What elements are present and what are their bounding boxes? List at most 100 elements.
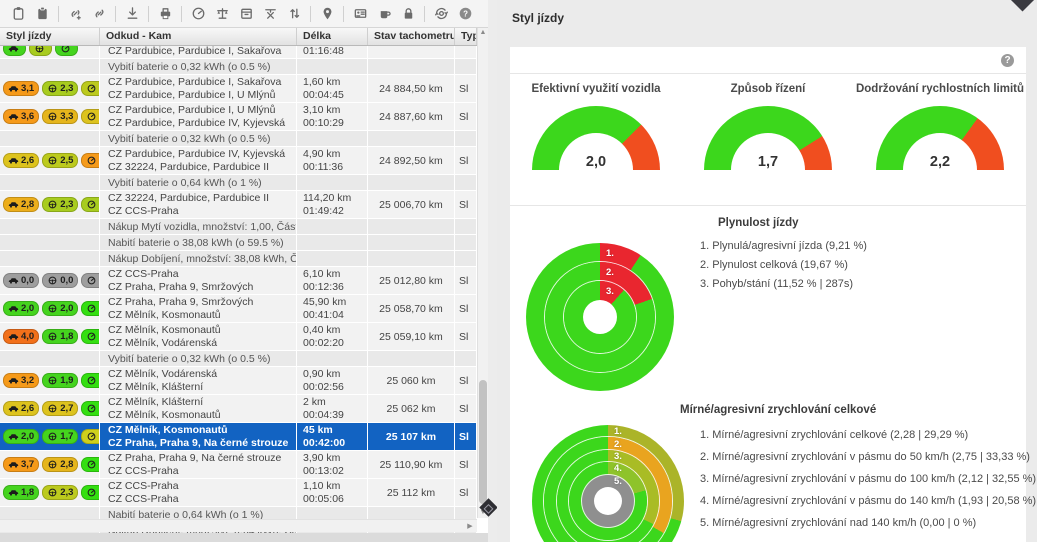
legend-item: 4. Mírné/agresivní zrychlování v pásmu d… bbox=[700, 490, 1036, 512]
event-row[interactable]: Vybití baterie o 0,32 kWh (o 0.5 %) bbox=[0, 351, 477, 367]
speedometer-score-badge: 1,0 bbox=[81, 457, 100, 472]
steering-wheel-score-badge: 2,3 bbox=[42, 197, 78, 212]
driving-style-card: ? Efektivní využití vozidla2,0Způsob říz… bbox=[510, 47, 1026, 542]
column-header-5[interactable]: Typ bbox=[455, 28, 477, 45]
legend-item: 2. Plynulost celková (19,67 %) bbox=[700, 256, 867, 275]
trip-row[interactable]: 3,12,32,4CZ Pardubice, Pardubice I, Saka… bbox=[0, 75, 477, 103]
vertical-scroll-thumb[interactable] bbox=[479, 380, 487, 504]
trips-table: Styl jízdyOdkud - KamDélkaStav tachometr… bbox=[0, 28, 477, 542]
print-toolbar-icon[interactable] bbox=[154, 3, 176, 25]
event-text: Nákup Dobíjení, množství: 38,08 kWh, Čás… bbox=[108, 252, 296, 266]
donut-hole bbox=[594, 487, 622, 515]
copy-toolbar-icon[interactable] bbox=[7, 3, 29, 25]
archive-toolbar-icon[interactable] bbox=[235, 3, 257, 25]
speedometer-toolbar-icon[interactable] bbox=[187, 3, 209, 25]
ring-label: 1. bbox=[606, 248, 614, 259]
style-badges-cell: 2,02,01,0 bbox=[0, 295, 100, 322]
legend-item: 3. Pohyb/stání (11,52 % | 287s) bbox=[700, 275, 867, 294]
event-text: Vybití baterie o 0,64 kWh (o 1 %) bbox=[108, 176, 296, 190]
event-row[interactable]: Vybití baterie o 0,32 kWh (o 0.5 %) bbox=[0, 59, 477, 75]
driving-style-panel: Styl jízdy ? Efektivní využití vozidla2,… bbox=[497, 0, 1037, 542]
sort-arrows-toolbar-icon[interactable] bbox=[283, 3, 305, 25]
type-cell bbox=[455, 235, 477, 250]
car-score-badge: 2,6 bbox=[3, 401, 39, 416]
event-row[interactable]: Nabití baterie o 38,08 kWh (o 59.5 %) bbox=[0, 235, 477, 251]
event-row[interactable]: Nákup Mytí vozidla, množství: 1,00, Část… bbox=[0, 219, 477, 235]
trip-row[interactable]: 0,00,00,0CZ CCS-PrahaCZ Praha, Praha 9, … bbox=[0, 267, 477, 295]
style-badges-cell bbox=[0, 59, 100, 74]
type-cell bbox=[455, 351, 477, 366]
mug-toolbar-icon[interactable] bbox=[373, 3, 395, 25]
link-toolbar-icon[interactable] bbox=[88, 3, 110, 25]
help-toolbar-icon[interactable]: ? bbox=[454, 3, 476, 25]
event-row[interactable]: Vybití baterie o 0,32 kWh (o 0.5 %) bbox=[0, 131, 477, 147]
length-cell: 45 km00:42:00 bbox=[297, 423, 368, 450]
trip-row[interactable]: 3,72,81,0CZ Praha, Praha 9, Na černé str… bbox=[0, 451, 477, 479]
hoist-toolbar-icon[interactable] bbox=[259, 3, 281, 25]
lock-toolbar-icon[interactable] bbox=[397, 3, 419, 25]
table-body: CZ Pardubice, Pardubice I, Sakařova01:16… bbox=[0, 46, 477, 542]
column-header-4[interactable]: Stav tachometru bbox=[368, 28, 455, 45]
car-score-badge: 3,2 bbox=[3, 373, 39, 388]
length-cell bbox=[297, 251, 368, 266]
trip-row[interactable]: 4,01,81,0CZ Mělník, KosmonautůCZ Mělník,… bbox=[0, 323, 477, 351]
link-add-toolbar-icon[interactable] bbox=[64, 3, 86, 25]
download-toolbar-icon[interactable] bbox=[121, 3, 143, 25]
odometer-cell bbox=[368, 219, 455, 234]
trip-row[interactable]: 3,21,91,0CZ Mělník, VodárenskáCZ Mělník,… bbox=[0, 367, 477, 395]
length-cell: 3,10 km00:10:29 bbox=[297, 103, 368, 130]
event-row[interactable]: Nákup Dobíjení, množství: 38,08 kWh, Čás… bbox=[0, 251, 477, 267]
length-cell bbox=[297, 175, 368, 190]
scroll-up-icon[interactable]: ▲ bbox=[478, 29, 488, 37]
column-header-3[interactable]: Délka bbox=[297, 28, 368, 45]
gauge-arc: 2,0 bbox=[532, 106, 660, 170]
length-cell bbox=[297, 131, 368, 146]
style-badges-cell: 2,01,72,2 bbox=[0, 423, 100, 450]
scroll-right-icon[interactable]: ▶ bbox=[465, 523, 475, 531]
route-cell: Vybití baterie o 0,32 kWh (o 0.5 %) bbox=[100, 131, 297, 146]
odometer-cell bbox=[368, 251, 455, 266]
smoothness-donut-chart: 1.2.3. bbox=[526, 243, 674, 391]
id-card-toolbar-icon[interactable] bbox=[349, 3, 371, 25]
speedometer-score-badge: 1,0 bbox=[81, 301, 100, 316]
column-header-1[interactable]: Styl jízdy bbox=[0, 28, 100, 45]
pane-splitter[interactable] bbox=[488, 0, 497, 542]
trip-row[interactable]: 1,82,31,0CZ CCS-PrahaCZ CCS-Praha1,10 km… bbox=[0, 479, 477, 507]
sync-settings-toolbar-icon[interactable] bbox=[430, 3, 452, 25]
collapse-handle-icon[interactable] bbox=[1010, 0, 1034, 12]
gauge-value: 2,0 bbox=[532, 154, 660, 170]
column-header-2[interactable]: Odkud - Kam bbox=[100, 28, 297, 45]
type-cell: Sl bbox=[455, 451, 477, 478]
type-cell bbox=[455, 175, 477, 190]
scale-toolbar-icon[interactable] bbox=[211, 3, 233, 25]
length-cell: 2 km00:04:39 bbox=[297, 395, 368, 422]
odometer-cell bbox=[368, 59, 455, 74]
paste-toolbar-icon[interactable] bbox=[31, 3, 53, 25]
trip-row[interactable]: 2,62,71,0CZ Mělník, KlášterníCZ Mělník, … bbox=[0, 395, 477, 423]
trip-row[interactable]: 2,82,32,3CZ 32224, Pardubice, Pardubice … bbox=[0, 191, 477, 219]
toolbar-separator bbox=[310, 6, 311, 22]
odometer-cell: 25 062 km bbox=[368, 395, 455, 422]
location-pin-toolbar-icon[interactable] bbox=[316, 3, 338, 25]
gauges-row: Efektivní využití vozidla2,0Způsob řízen… bbox=[510, 83, 1026, 170]
ring-label: 1. bbox=[614, 426, 622, 437]
vertical-scrollbar[interactable]: ▲ ▼ bbox=[477, 28, 488, 518]
event-row[interactable]: Vybití baterie o 0,64 kWh (o 1 %) bbox=[0, 175, 477, 191]
trip-row[interactable]: 2,62,53,5CZ Pardubice, Pardubice IV, Kyj… bbox=[0, 147, 477, 175]
route-cell: CZ Mělník, KosmonautůCZ Praha, Praha 9, … bbox=[100, 423, 297, 450]
trip-row[interactable]: 2,01,72,2CZ Mělník, KosmonautůCZ Praha, … bbox=[0, 423, 477, 451]
route-cell: CZ Pardubice, Pardubice I, SakařovaCZ Pa… bbox=[100, 75, 297, 102]
ring-label: 2. bbox=[606, 267, 614, 278]
toolbar-separator bbox=[115, 6, 116, 22]
horizontal-scrollbar[interactable]: ▶ bbox=[0, 519, 477, 532]
speedometer-score-badge: 1,0 bbox=[81, 373, 100, 388]
toolbar-separator bbox=[181, 6, 182, 22]
route-cell: CZ CCS-PrahaCZ CCS-Praha bbox=[100, 479, 297, 506]
speedometer-score-badge: 1,0 bbox=[81, 329, 100, 344]
help-icon[interactable]: ? bbox=[1001, 54, 1014, 67]
trip-row[interactable]: CZ Pardubice, Pardubice I, Sakařova01:16… bbox=[0, 46, 477, 59]
trip-row[interactable]: 2,02,01,0CZ Praha, Praha 9, SmržovýchCZ … bbox=[0, 295, 477, 323]
steering-wheel-score-badge: 1,7 bbox=[42, 429, 78, 444]
trip-row[interactable]: 3,63,32,7CZ Pardubice, Pardubice I, U Ml… bbox=[0, 103, 477, 131]
style-badges-cell: 3,12,32,4 bbox=[0, 75, 100, 102]
